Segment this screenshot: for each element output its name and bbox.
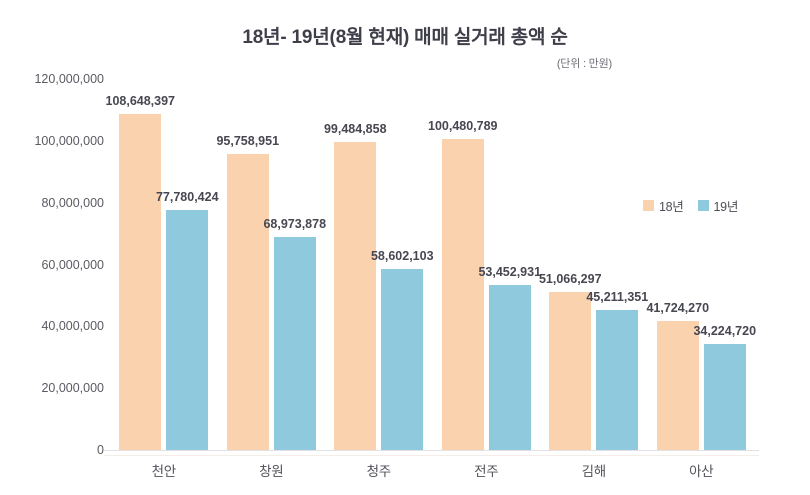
y-axis-tick-label: 20,000,000 (41, 381, 104, 396)
bar-value-label: 100,480,789 (427, 119, 498, 134)
bar-value-label: 41,724,270 (646, 301, 710, 315)
x-axis-tick-label: 아산 (689, 464, 714, 479)
bar-창원-19년[interactable] (273, 236, 316, 450)
x-axis-line (104, 450, 759, 451)
chart-legend: 18년 19년 (643, 196, 738, 215)
bar-value-label: 68,973,878 (263, 216, 327, 231)
legend-item-18년[interactable]: 18년 (643, 196, 684, 215)
bar-청주-18년[interactable] (334, 142, 377, 450)
bar-value-label: 95,758,951 (216, 133, 280, 148)
bar-전주-18년[interactable] (441, 139, 484, 450)
bar-value-label: 53,452,931 (478, 264, 542, 279)
bar-아산-18년[interactable] (656, 321, 699, 450)
bar-김해-19년[interactable] (596, 310, 639, 450)
bar-전주-19년[interactable] (488, 284, 531, 450)
bar-천안-19년[interactable] (166, 209, 209, 450)
legend-label: 19년 (713, 200, 739, 214)
legend-swatch-icon (643, 200, 654, 211)
y-axis: 0 20,000,000 40,000,000 60,000,000 80,000,00… (0, 0, 104, 495)
bar-value-label: 77,780,424 (155, 189, 219, 204)
bar-value-label: 45,211,351 (586, 290, 649, 305)
bar-천안-18년[interactable] (119, 114, 162, 450)
bar-value-label: 58,602,103 (370, 248, 434, 263)
bar-value-label: 99,484,858 (323, 122, 387, 137)
bar-청주-19년[interactable] (381, 268, 424, 450)
y-axis-tick-label: 60,000,000 (41, 257, 104, 272)
x-axis-tick-label: 창원 (259, 464, 284, 479)
x-axis-tick-label: 전주 (474, 464, 499, 479)
bar-김해-18년[interactable] (549, 292, 592, 450)
chart-title: 18년- 19년(8월 현재) 매매 실거래 총액 순 (242, 27, 568, 48)
x-axis-tick-label: 천안 (151, 464, 177, 479)
y-axis-tick-label: 80,000,000 (41, 195, 104, 210)
x-axis-line-secondary (104, 455, 759, 456)
bar-아산-19년[interactable] (703, 344, 746, 450)
y-axis-tick-label: 120,000,000 (34, 72, 104, 86)
bar-value-label: 108,648,397 (105, 94, 176, 109)
legend-item-19년[interactable]: 19년 (697, 196, 739, 215)
bar-value-label: 51,066,297 (538, 272, 602, 287)
legend-swatch-icon (697, 200, 709, 211)
x-axis-tick-label: 청주 (366, 464, 392, 479)
bar-value-label: 34,224,720 (693, 324, 757, 339)
chart-subtitle-unit: (단위 : 만원) (556, 58, 612, 70)
bar-창원-18년[interactable] (226, 153, 269, 450)
legend-label: 18년 (659, 200, 684, 214)
x-axis-tick-label: 김해 (581, 464, 607, 479)
plot-area: 108,648,397 77,780,424 95,758,951 68,973,87… (105, 79, 757, 450)
y-axis-tick-label: 100,000,000 (34, 133, 104, 148)
y-axis-tick-label: 40,000,000 (41, 319, 104, 334)
y-axis-tick-label: 0 (97, 443, 104, 457)
